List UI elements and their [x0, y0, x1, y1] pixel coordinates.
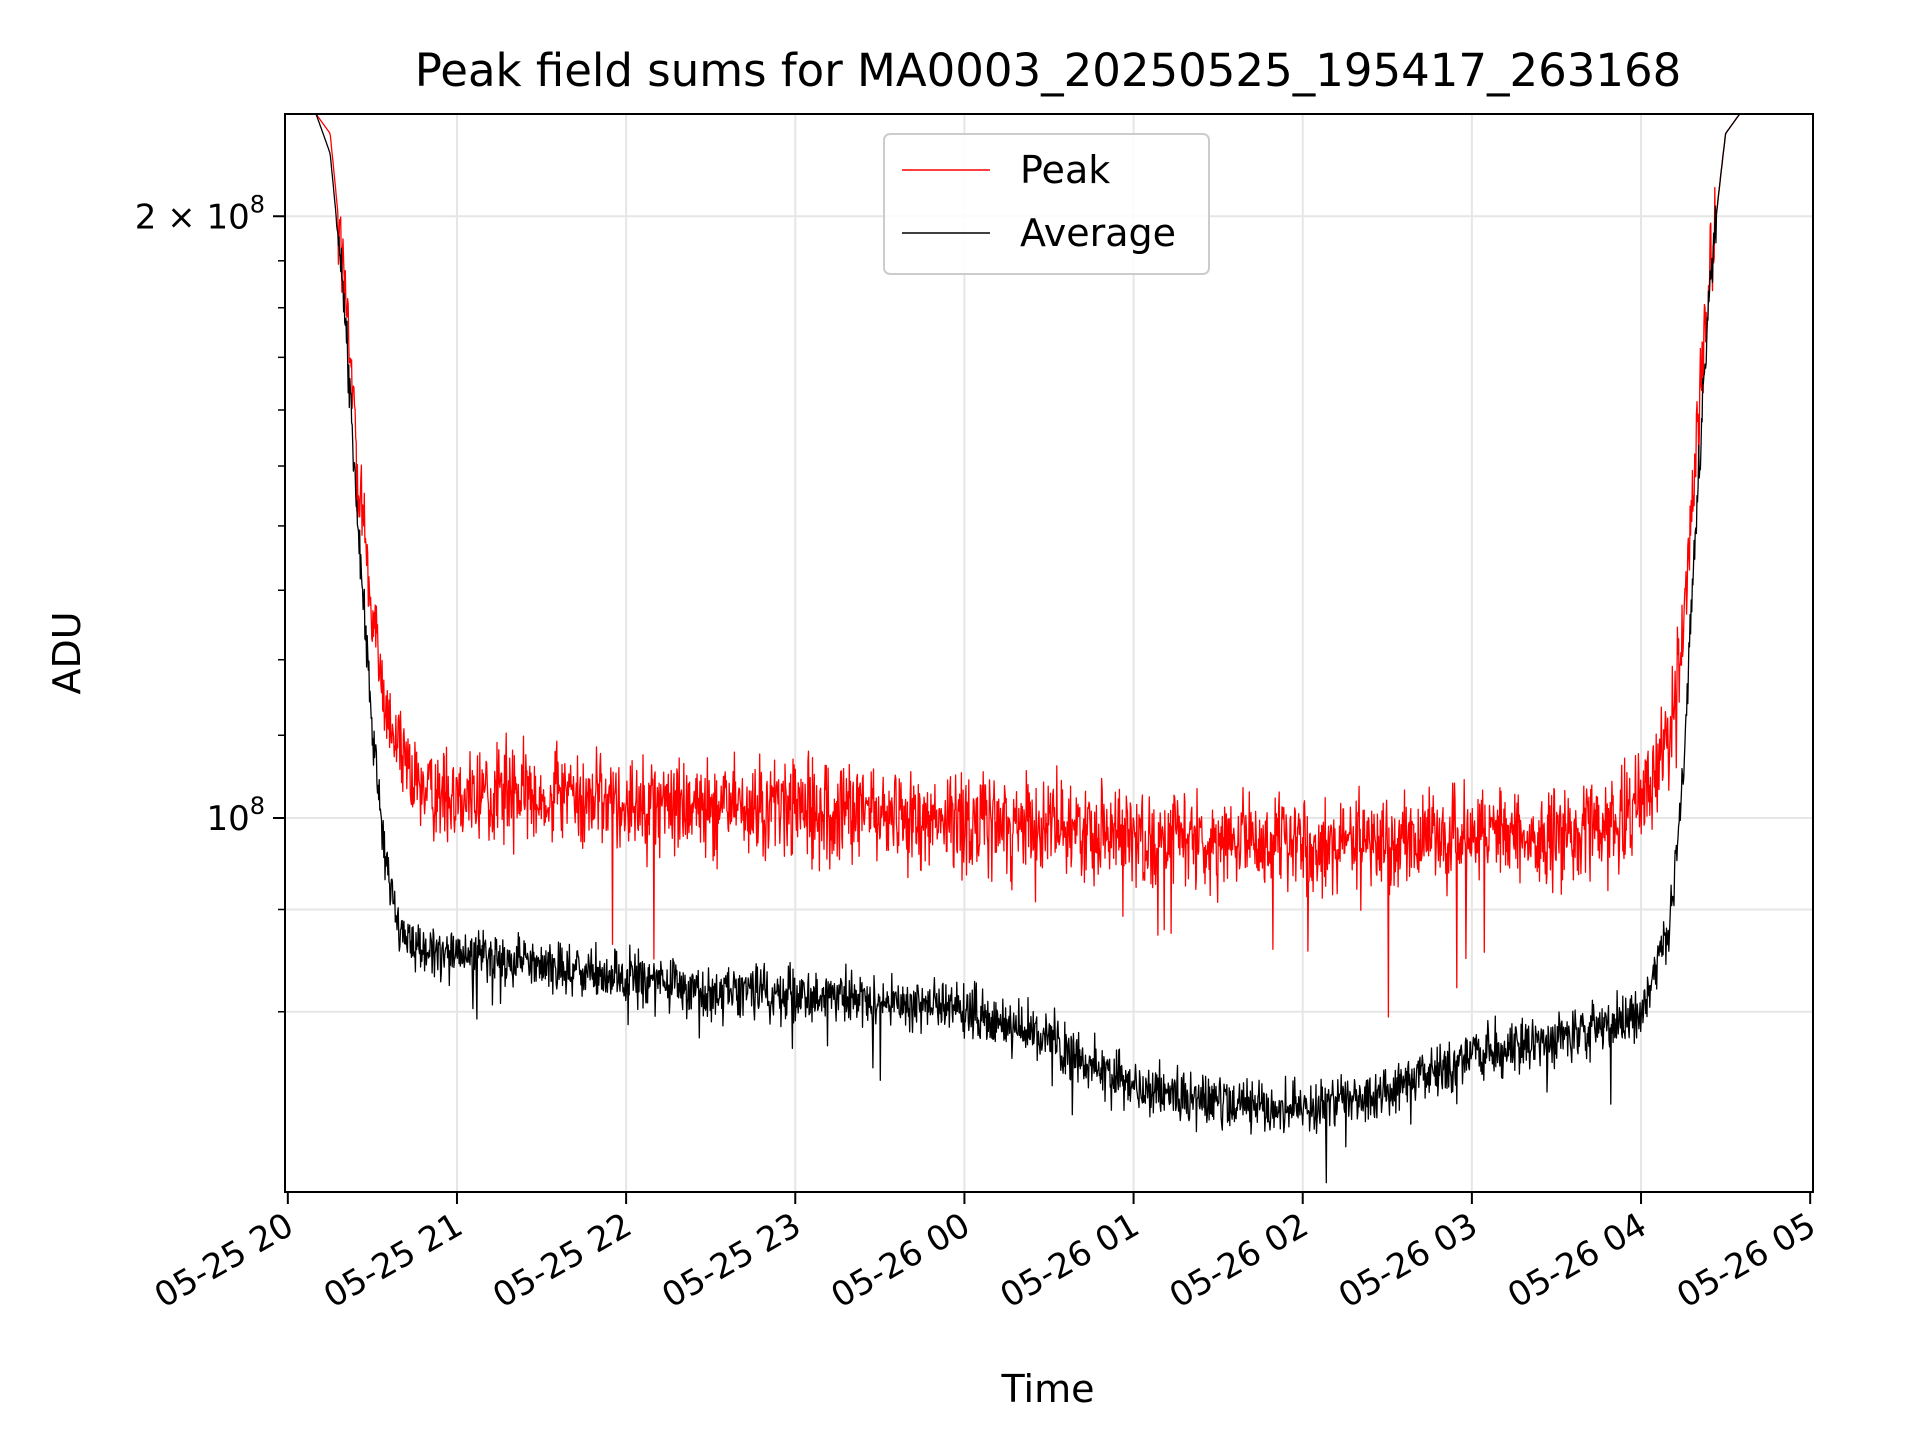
series-average-line — [315, 114, 1811, 1184]
series-peak-line — [315, 114, 1811, 1018]
chart-title: Peak field sums for MA0003_20250525_1954… — [415, 44, 1682, 97]
y-axis-label: ADU — [45, 611, 89, 694]
legend-peak-label: Peak — [1020, 148, 1110, 192]
plot-frame — [284, 113, 1814, 1193]
plot-series — [315, 114, 1811, 1184]
x-axis-label: Time — [1001, 1367, 1095, 1411]
y-axis-ticks: 108 2 × 108 — [135, 190, 285, 1013]
legend-average-label: Average — [1020, 211, 1176, 255]
y-tick-label: 108 — [206, 792, 265, 839]
legend-box — [883, 133, 1210, 275]
legend: Peak Average — [883, 133, 1210, 275]
y-tick-label: 2 × 108 — [135, 190, 265, 237]
